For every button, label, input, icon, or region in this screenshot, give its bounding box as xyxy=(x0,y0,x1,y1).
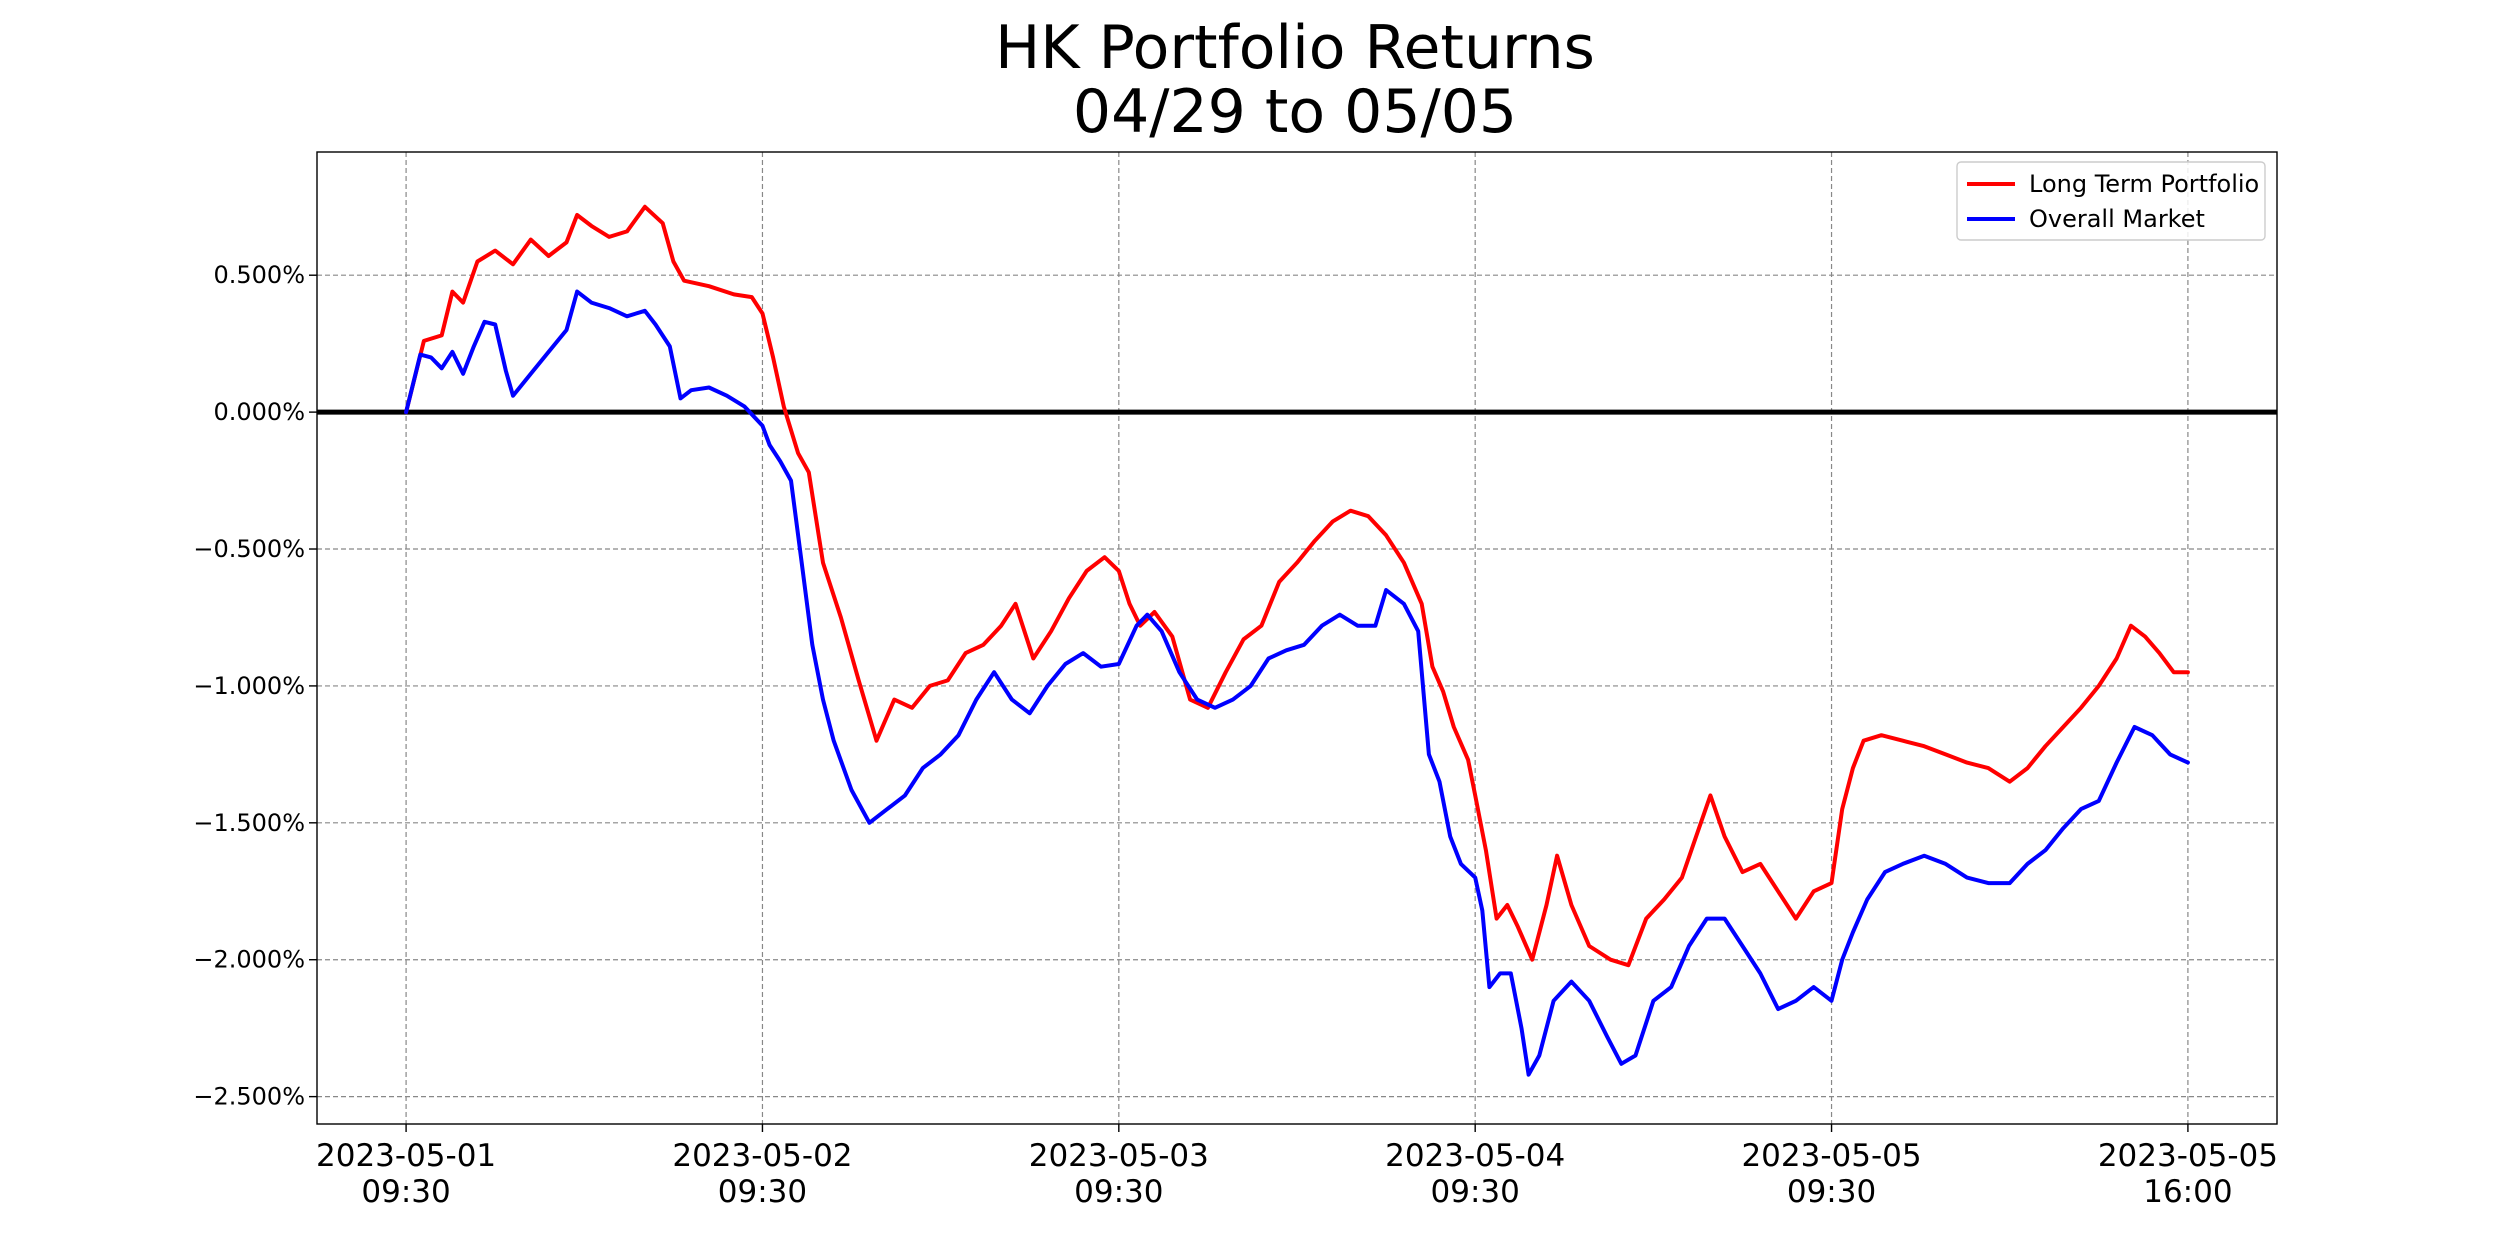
x-tick-date-0: 2023-05-01 xyxy=(316,1138,496,1174)
series-line-0 xyxy=(404,204,2190,968)
y-tick-label-2: −0.500% xyxy=(193,535,305,563)
x-tick-date-2: 2023-05-03 xyxy=(1029,1138,1209,1174)
legend-label-0: Long Term Portfolio xyxy=(2029,170,2259,198)
grid xyxy=(317,152,2277,1124)
series-line-1 xyxy=(404,289,2190,1077)
x-tick-date-5: 2023-05-05 xyxy=(2098,1138,2278,1174)
legend-box xyxy=(1956,161,2266,241)
y-tick-label-6: −2.500% xyxy=(193,1083,305,1111)
y-tick-label-5: −2.000% xyxy=(193,946,305,974)
y-tick-label-4: −1.500% xyxy=(193,809,305,837)
x-tick-time-0: 09:30 xyxy=(361,1174,450,1210)
plot-area xyxy=(316,151,2278,1125)
y-axis-tick-labels: 0.500% 0.000% −0.500% −1.000% −1.500% −2.000%… xyxy=(193,261,317,1111)
legend-label-1: Overall Market xyxy=(2029,205,2205,233)
x-tick-time-1: 09:30 xyxy=(718,1174,807,1210)
x-tick-time-5: 16:00 xyxy=(2143,1174,2232,1210)
x-tick-time-4: 09:30 xyxy=(1787,1174,1876,1210)
x-tick-date-4: 2023-05-05 xyxy=(1741,1138,1921,1174)
x-tick-date-1: 2023-05-02 xyxy=(672,1138,852,1174)
series-lines xyxy=(404,204,2190,1077)
y-tick-label-1: 0.000% xyxy=(213,398,305,426)
x-axis-tick-labels: 2023-05-0109:302023-05-0209:302023-05-03… xyxy=(316,1124,2278,1210)
x-tick-date-3: 2023-05-04 xyxy=(1385,1138,1565,1174)
chart-title-line-1: HK Portfolio Returns xyxy=(995,13,1595,83)
chart-title-line-2: 04/29 to 05/05 xyxy=(1073,77,1517,147)
x-tick-time-3: 09:30 xyxy=(1431,1174,1520,1210)
y-tick-label-0: 0.500% xyxy=(213,261,305,289)
x-tick-time-2: 09:30 xyxy=(1074,1174,1163,1210)
legend: Long Term Portfolio Overall Market xyxy=(1956,161,2266,241)
y-tick-label-3: −1.000% xyxy=(193,672,305,700)
